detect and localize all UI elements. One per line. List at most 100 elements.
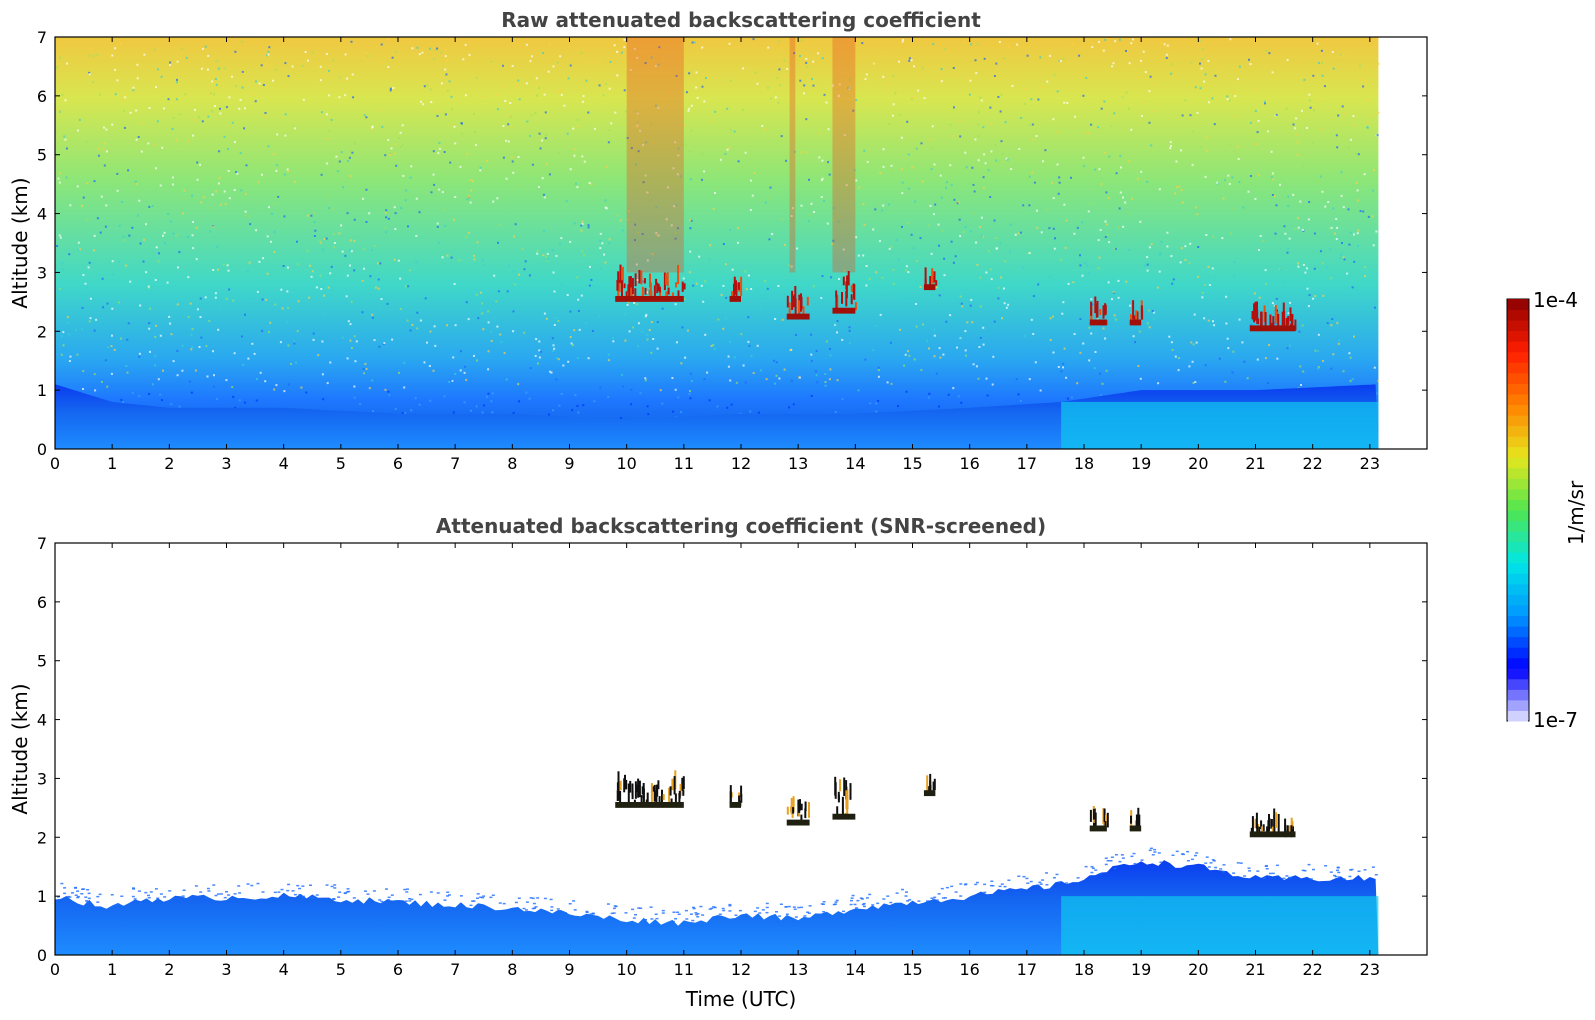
noise-speck bbox=[373, 339, 376, 342]
cloud-streak bbox=[637, 778, 640, 798]
layer-speck bbox=[793, 908, 797, 910]
noise-speck bbox=[1106, 233, 1109, 236]
noise-speck bbox=[176, 374, 179, 377]
cloud-streak bbox=[1254, 818, 1257, 829]
noise-speck bbox=[645, 313, 648, 316]
noise-speck bbox=[102, 306, 105, 309]
layer-speck bbox=[779, 903, 783, 905]
noise-speck bbox=[1007, 303, 1010, 306]
noise-speck bbox=[752, 38, 755, 41]
noise-speck bbox=[261, 329, 264, 332]
noise-speck bbox=[465, 301, 468, 304]
cloud-streak bbox=[623, 283, 626, 289]
noise-speck bbox=[287, 383, 290, 386]
noise-speck bbox=[1084, 261, 1087, 264]
colorbar-step bbox=[1508, 510, 1528, 522]
noise-speck bbox=[388, 154, 391, 157]
noise-speck bbox=[855, 236, 858, 239]
noise-speck bbox=[110, 345, 113, 348]
noise-speck bbox=[342, 186, 345, 189]
noise-speck bbox=[1313, 267, 1316, 270]
cloud-streak bbox=[1262, 824, 1265, 832]
layer-speck bbox=[941, 897, 945, 899]
noise-speck bbox=[374, 244, 377, 247]
noise-speck bbox=[328, 129, 331, 132]
noise-speck bbox=[626, 303, 629, 306]
noise-speck bbox=[565, 200, 568, 203]
noise-speck bbox=[875, 324, 878, 327]
noise-speck bbox=[509, 115, 512, 118]
noise-speck bbox=[385, 216, 388, 219]
layer-speck bbox=[219, 893, 223, 895]
noise-speck bbox=[436, 222, 439, 225]
colorbar-step bbox=[1508, 478, 1528, 490]
noise-speck bbox=[1188, 262, 1191, 264]
noise-speck bbox=[1235, 303, 1238, 306]
noise-speck bbox=[1314, 295, 1317, 298]
noise-speck bbox=[756, 82, 759, 85]
noise-speck bbox=[800, 151, 803, 154]
noise-speck bbox=[1146, 180, 1149, 183]
noise-speck bbox=[167, 212, 170, 215]
noise-speck bbox=[129, 111, 132, 114]
noise-speck bbox=[400, 207, 403, 209]
layer-speck bbox=[181, 895, 185, 897]
noise-speck bbox=[340, 151, 343, 154]
noise-speck bbox=[1308, 201, 1311, 203]
noise-speck bbox=[940, 80, 943, 83]
noise-speck bbox=[645, 141, 648, 144]
colorbar-step bbox=[1508, 320, 1528, 332]
noise-speck bbox=[159, 184, 162, 187]
noise-speck bbox=[291, 65, 294, 68]
noise-speck bbox=[1330, 277, 1333, 280]
noise-speck bbox=[1249, 63, 1252, 66]
noise-speck bbox=[832, 207, 835, 210]
noise-speck bbox=[169, 322, 172, 325]
noise-speck bbox=[983, 57, 986, 60]
noise-speck bbox=[493, 274, 496, 277]
noise-speck bbox=[1191, 163, 1194, 166]
cloud-streak bbox=[738, 795, 741, 802]
layer-speck bbox=[212, 884, 216, 886]
noise-speck bbox=[293, 340, 296, 343]
noise-speck bbox=[1300, 109, 1303, 112]
layer-speck bbox=[1110, 856, 1114, 858]
noise-speck bbox=[1184, 258, 1187, 261]
noise-speck bbox=[636, 279, 639, 281]
layer-speck bbox=[563, 912, 567, 914]
noise-speck bbox=[1176, 186, 1179, 189]
layer-speck bbox=[1118, 860, 1122, 863]
noise-speck bbox=[553, 324, 556, 326]
noise-speck bbox=[1307, 305, 1310, 308]
noise-speck bbox=[805, 151, 808, 154]
layer-speck bbox=[784, 906, 788, 908]
cloud-streak bbox=[1264, 312, 1267, 327]
noise-speck bbox=[260, 64, 263, 67]
noise-speck bbox=[548, 413, 551, 416]
noise-speck bbox=[436, 47, 439, 50]
noise-speck bbox=[930, 252, 933, 255]
noise-speck bbox=[1093, 367, 1096, 370]
noise-speck bbox=[1302, 165, 1304, 168]
y-tick-label: 2 bbox=[37, 322, 47, 341]
noise-speck bbox=[587, 226, 590, 229]
layer-speck bbox=[734, 914, 738, 916]
noise-speck bbox=[1177, 357, 1180, 359]
noise-speck bbox=[1312, 74, 1315, 77]
layer-speck bbox=[74, 894, 78, 896]
noise-speck bbox=[1049, 339, 1052, 341]
x-tick-label: 8 bbox=[507, 454, 517, 473]
noise-speck bbox=[438, 188, 441, 191]
noise-speck bbox=[371, 125, 374, 128]
colorbar-step bbox=[1508, 362, 1528, 374]
noise-speck bbox=[1249, 175, 1252, 177]
noise-speck bbox=[245, 164, 248, 167]
layer-speck bbox=[469, 904, 473, 907]
noise-speck bbox=[1143, 100, 1146, 103]
noise-speck bbox=[576, 357, 579, 359]
x-tick-label: 1 bbox=[107, 454, 117, 473]
noise-speck bbox=[1111, 298, 1113, 301]
noise-speck bbox=[319, 79, 322, 82]
noise-speck bbox=[773, 359, 776, 362]
noise-speck bbox=[374, 286, 377, 289]
